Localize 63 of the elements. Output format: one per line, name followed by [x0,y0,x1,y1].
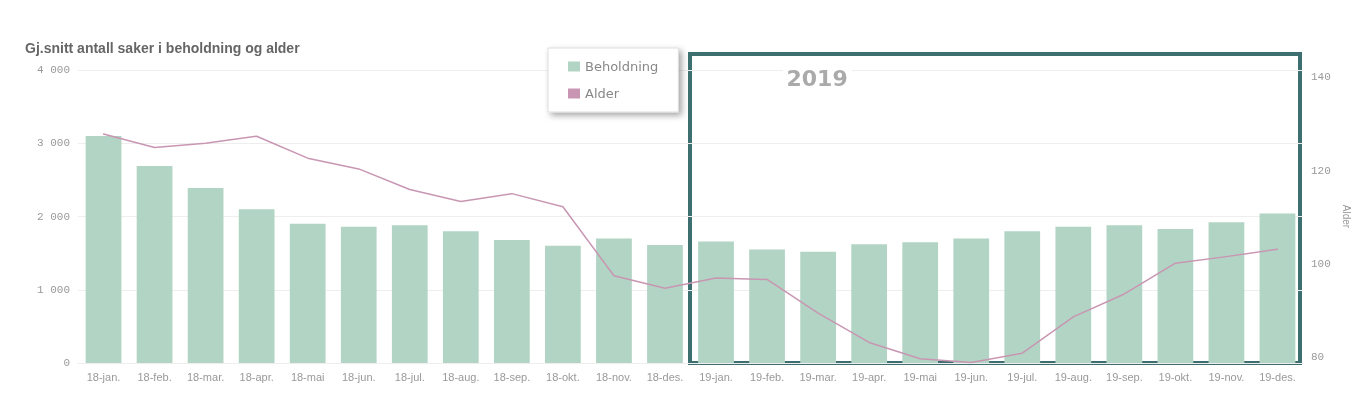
bar [442,231,479,363]
x-tick-label: 19-apr. [852,370,887,383]
bar [545,245,581,363]
bar [647,245,683,363]
bar [1259,213,1296,363]
bar [238,209,275,363]
y-tick-label: 0 [63,357,70,369]
legend-label: Beholdning [585,59,659,74]
line-series [102,133,1279,364]
bar [136,165,173,363]
x-tick-label: 19-mar. [799,370,837,383]
x-tick-label: 18-okt. [546,370,580,383]
y2-tick-label: 140 [1311,71,1331,84]
x-tick-label: 19-feb. [749,370,785,383]
legend-label: Alder [585,86,620,101]
x-tick-label: 19-jan. [699,370,733,383]
x-tick-label: 19-mai [903,370,937,383]
chart-title: Gj.snitt antall saker i beholdning og alder [25,40,301,56]
x-tick-label: 18-mar. [186,370,225,383]
x-tick-label: 18-jan. [86,370,121,383]
bar [902,242,939,363]
y-tick-label: 1 000 [36,283,70,296]
x-tick-label: 18-feb. [137,370,172,383]
bar [85,135,122,363]
x-tick-label: 19-sep. [1106,370,1143,383]
x-tick-label: 19-jul. [1007,370,1038,383]
y2-tick-label: 120 [1311,164,1331,177]
y-tick-label: 4 000 [36,64,70,76]
bar [953,238,990,363]
y2-axis-title: Alder [1341,204,1353,229]
y2-tick-label: 100 [1311,258,1331,271]
bar [289,223,326,363]
x-tick-label: 18-jun. [341,370,376,383]
y-tick-label: 3 000 [36,137,70,150]
x-tick-label: 19-jun. [954,370,989,383]
bar [1004,231,1041,363]
bar [800,251,836,363]
x-tick-label: 18-nov. [596,370,632,383]
x-tick-label: 19-nov. [1208,370,1245,383]
bar [340,226,377,363]
x-tick-label: 19-des. [1259,370,1296,383]
annotation: 2019 [782,66,852,91]
x-tick-label: 18-mai [290,370,325,383]
bar [1157,228,1194,363]
bar [698,241,734,363]
bar [391,225,428,363]
bar [187,187,224,363]
bar [749,249,785,363]
bar [1106,225,1143,363]
bar [1055,226,1092,363]
bar [1208,222,1245,363]
x-tick-label: 19-aug. [1054,370,1092,383]
x-tick-label: 19-okt. [1158,370,1193,383]
bar [596,238,632,363]
y2-tick-label: 80 [1311,351,1325,364]
bar [851,244,888,363]
x-tick-label: 18-apr. [239,370,274,383]
x-tick-label: 18-aug. [442,370,480,383]
x-tick-label: 18-sep. [493,370,531,383]
x-tick-label: 18-des. [646,370,684,383]
bar [493,239,530,363]
y-tick-label: 2 000 [36,210,70,223]
x-tick-label: 18-jul. [394,370,425,383]
